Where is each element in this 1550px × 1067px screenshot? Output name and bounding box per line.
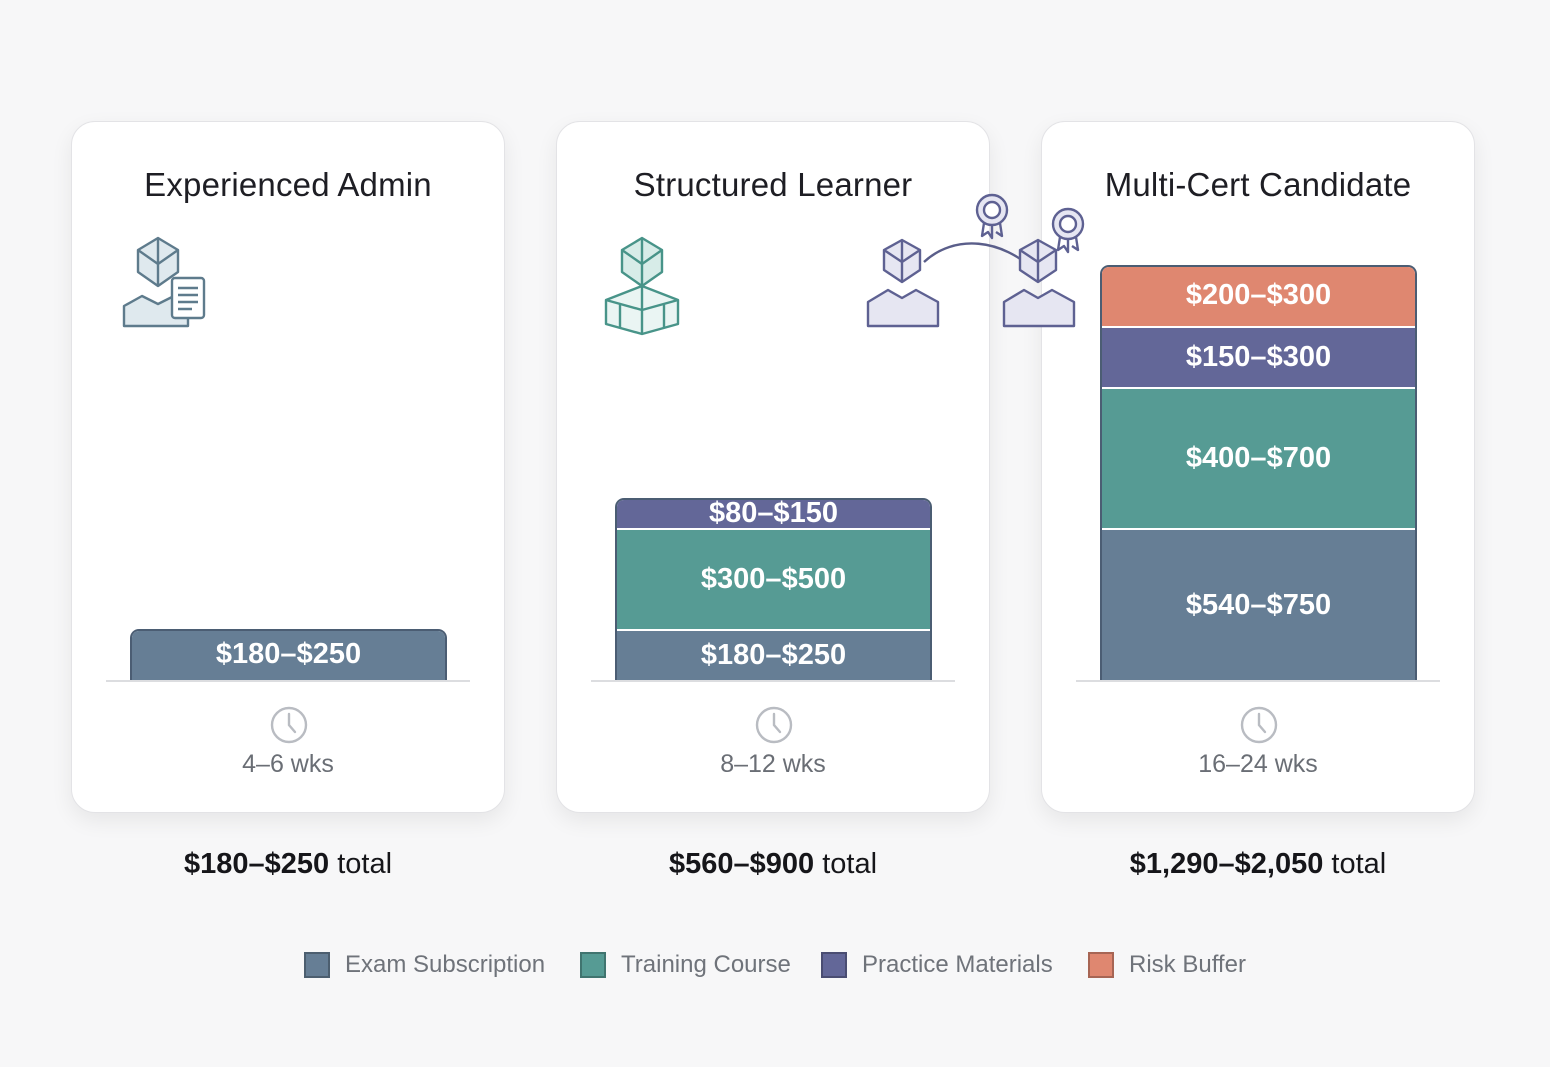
legend-swatch: [1088, 952, 1114, 978]
duration-label: 8–12 wks: [720, 750, 826, 778]
total-suffix: total: [329, 848, 393, 880]
card-title: Multi-Cert Candidate: [1104, 166, 1412, 203]
total-amount: $180–$250: [183, 848, 330, 880]
legend-item: Practice Materials: [821, 948, 1053, 982]
bar-value-label: $540–$750: [1185, 588, 1332, 621]
bar-segment-practice-materials: $80–$150: [617, 497, 930, 529]
baseline: [591, 680, 955, 682]
legend-label: Risk Buffer: [1129, 951, 1246, 978]
bar-segment-training-course: $300–$500: [617, 528, 930, 630]
legend-item: Training Course: [580, 948, 791, 982]
multi-cert-candidates-icon: [866, 193, 1085, 328]
legend-label: Training Course: [621, 951, 791, 978]
bar-segment-exam-subscription: $180–$250: [132, 631, 445, 680]
clock-icon: [755, 706, 793, 744]
total-label: $1,290–$2,050 total: [1041, 848, 1475, 881]
stacked-bar: $180–$250: [130, 629, 447, 680]
learner-with-book-icon: [604, 236, 680, 336]
total-label: $560–$900 total: [556, 848, 990, 881]
bar-value-label: $400–$700: [1185, 442, 1332, 474]
clock-icon: [270, 706, 308, 744]
profile-card-experienced-admin: Experienced Admin $180–$250 4–6 wks: [71, 121, 505, 813]
clock-icon: [1240, 706, 1278, 744]
bar-value-label: $150–$300: [1185, 340, 1332, 373]
legend-item: Risk Buffer: [1088, 948, 1246, 982]
duration-label: 16–24 wks: [1198, 750, 1318, 778]
bar-segment-training-course: $400–$700: [1102, 386, 1415, 529]
bar-segment-exam-subscription: $180–$250: [617, 629, 930, 680]
legend: Exam Subscription Training Course Practi…: [0, 948, 1550, 982]
duration-label: 4–6 wks: [242, 750, 334, 778]
bar-value-label: $180–$250: [215, 638, 362, 671]
bar-segment-risk-buffer: $200–$300: [1102, 267, 1415, 326]
total-suffix: total: [1323, 848, 1387, 880]
bar-value-label: $200–$300: [1185, 279, 1332, 312]
legend-swatch: [821, 952, 847, 978]
profile-card-structured-learner: Structured Learner $180–$250 $300–$500 $80…: [556, 121, 990, 813]
card-title: Structured Learner: [633, 166, 913, 203]
bar-segment-practice-materials: $150–$300: [1102, 326, 1415, 387]
legend-swatch: [304, 952, 330, 978]
stacked-bar: $180–$250 $300–$500 $80–$150: [615, 497, 932, 680]
bar-value-label: $180–$250: [700, 639, 847, 672]
bar-value-label: $300–$500: [700, 563, 847, 596]
card-title: Experienced Admin: [144, 166, 432, 203]
total-label: $180–$250 total: [71, 848, 505, 881]
bar-value-label: $80–$150: [708, 497, 839, 529]
admin-with-document-icon: [122, 236, 206, 328]
total-amount: $1,290–$2,050: [1129, 848, 1324, 880]
total-amount: $560–$900: [668, 848, 815, 880]
legend-label: Exam Subscription: [345, 951, 546, 978]
profile-card-multi-cert-candidate: Multi-Cert Candidate $540–$750 $400–$700 $…: [1041, 121, 1475, 813]
baseline: [106, 680, 470, 682]
total-suffix: total: [814, 848, 878, 880]
stacked-bar: $540–$750 $400–$700 $150–$300 $200–$300: [1100, 265, 1417, 680]
legend-label: Practice Materials: [862, 951, 1053, 978]
baseline: [1076, 680, 1440, 682]
bar-segment-exam-subscription: $540–$750: [1102, 528, 1415, 680]
legend-item: Exam Subscription: [304, 948, 545, 982]
legend-swatch: [580, 952, 606, 978]
